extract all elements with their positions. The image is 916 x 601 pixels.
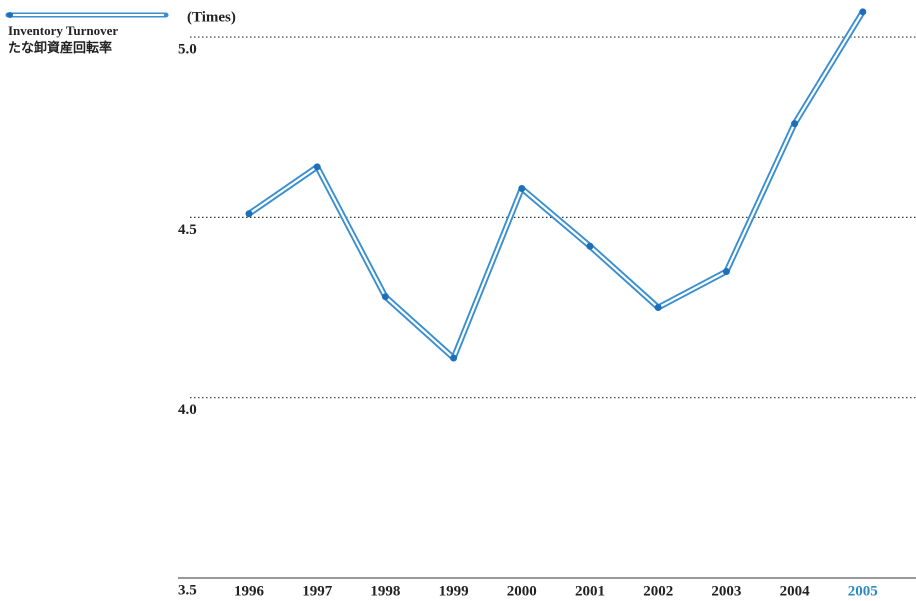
x-tick-label: 1998 <box>370 583 400 599</box>
x-tick-label: 1997 <box>302 583 333 599</box>
line-series <box>247 10 866 362</box>
y-tick-label: 4.0 <box>178 402 197 418</box>
point <box>245 210 253 218</box>
y-tick-label: 4.5 <box>178 222 197 238</box>
point <box>381 293 389 301</box>
point <box>791 120 799 128</box>
x-tick-label: 2001 <box>575 583 605 599</box>
x-tick-label: 1999 <box>439 583 469 599</box>
point <box>859 8 867 16</box>
x-tick-label: 2004 <box>780 583 811 599</box>
legend-label-ja: たな卸資産回転率 <box>8 40 112 55</box>
legend-marker <box>7 12 13 18</box>
legend-label: Inventory Turnover <box>8 23 118 38</box>
point <box>518 185 526 193</box>
x-tick-label: 2005 <box>848 583 878 599</box>
y-axis-label: (Times) <box>187 9 236 25</box>
point <box>654 304 662 312</box>
x-tick-label: 2000 <box>507 583 537 599</box>
point <box>450 354 458 362</box>
y-tick-label: 3.5 <box>178 582 197 598</box>
line-series-inner <box>248 11 864 360</box>
x-tick-label: 2002 <box>643 583 673 599</box>
point <box>722 267 730 275</box>
x-tick-label: 2003 <box>711 583 741 599</box>
y-tick-label: 5.0 <box>178 42 197 58</box>
x-tick-label: 1996 <box>234 583 265 599</box>
point <box>586 242 594 250</box>
point <box>313 163 321 171</box>
